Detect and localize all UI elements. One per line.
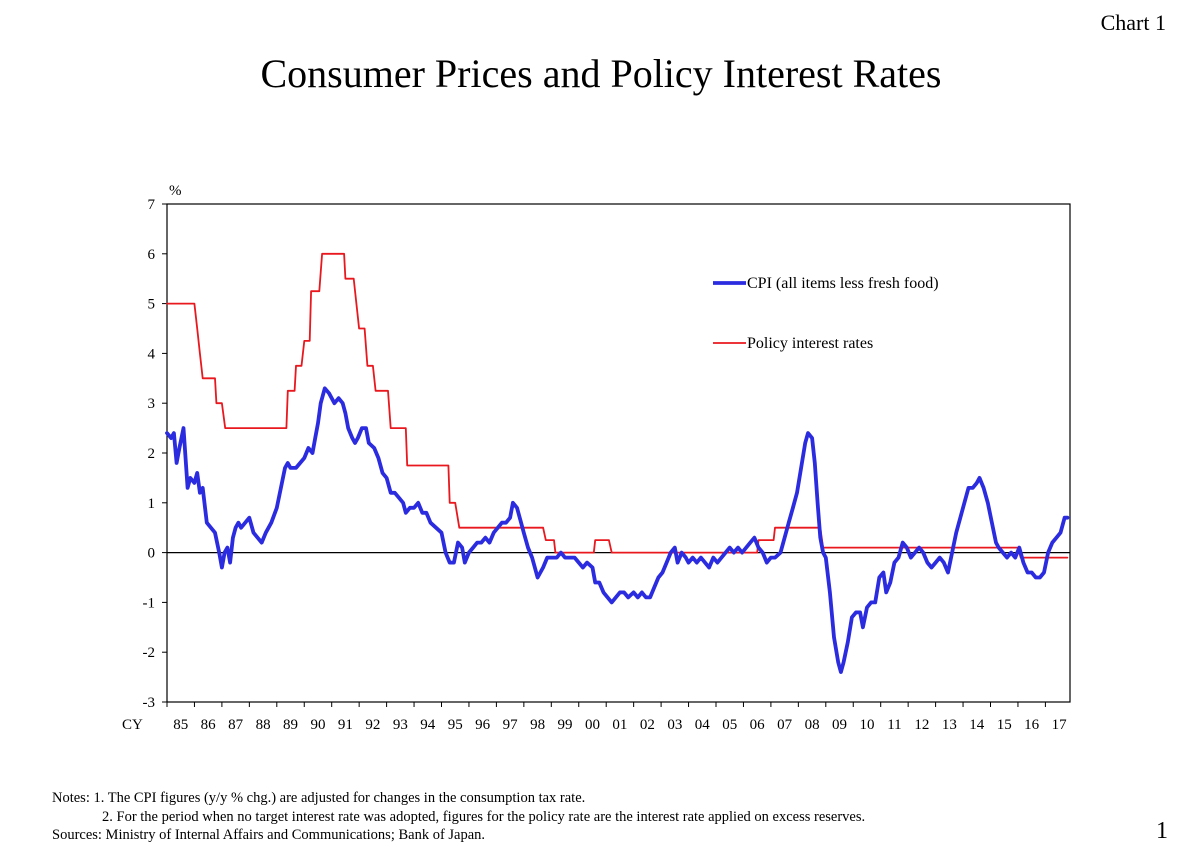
chart-number-label: Chart 1 [1100,10,1166,35]
x-tick-label: 17 [1052,717,1068,733]
y-tick-label: -3 [143,695,156,711]
y-tick-label: 2 [148,446,156,462]
policy-rate-series-line [166,252,1069,559]
x-axis-ticks: CY 85 86 87 88 89 90 91 92 93 94 95 96 97 98 99 00 01 02 03… [122,702,1067,733]
x-tick-label: 86 [201,717,217,733]
x-tick-label: 94 [420,717,436,733]
x-tick-label: 98 [530,717,545,733]
x-tick-label: 87 [228,717,244,733]
x-tick-label: 05 [722,717,737,733]
x-axis-prefix: CY [122,717,143,733]
sources-note: Sources: Ministry of Internal Affairs an… [52,827,486,843]
legend-label: Policy interest rates [747,335,873,352]
x-tick-label: 07 [777,717,793,733]
legend-label: CPI (all items less fresh food) [747,275,939,292]
y-tick-label: 3 [148,396,156,412]
x-tick-label: 04 [695,717,711,733]
y-tick-label: 0 [148,546,156,562]
chart-title: Consumer Prices and Policy Interest Rate… [260,51,942,96]
legend: CPI (all items less fresh food) Policy in… [713,275,939,352]
x-tick-label: 93 [393,717,408,733]
x-tick-label: 10 [859,717,874,733]
y-tick-label: 1 [148,496,156,512]
x-tick-label: 11 [887,717,901,733]
x-tick-label: 99 [558,717,573,733]
note-1: Notes: 1. The CPI figures (y/y % chg.) a… [52,790,586,806]
y-tick-label: 6 [148,247,156,263]
y-tick-label: 7 [148,197,156,213]
y-tick-label: 5 [148,297,156,313]
series-group [165,252,1070,674]
y-tick-label: 4 [148,346,156,362]
x-tick-label: 92 [365,717,380,733]
cpi-series-line [165,386,1070,674]
x-tick-label: 02 [640,717,655,733]
x-tick-label: 95 [448,717,463,733]
x-tick-label: 12 [914,717,929,733]
x-tick-label: 15 [997,717,1012,733]
note-2: 2. For the period when no target interes… [102,808,866,825]
x-tick-label: 90 [310,717,325,733]
x-tick-label: 96 [475,717,491,733]
y-axis-ticks: 7 6 5 4 3 2 1 0 -1 -2 -3 [143,197,167,711]
x-tick-label: 14 [969,717,985,733]
notes-block: Notes: 1. The CPI figures (y/y % chg.) a… [52,789,865,845]
x-tick-label: 01 [612,717,627,733]
x-tick-label: 85 [173,717,188,733]
y-axis-label: % [169,183,182,199]
x-tick-label: 09 [832,717,847,733]
x-tick-label: 08 [805,717,820,733]
x-tick-label: 03 [667,717,682,733]
x-tick-label: 91 [338,717,353,733]
page-number: 1 [1156,818,1168,844]
x-tick-label: 89 [283,717,298,733]
y-tick-label: -2 [143,645,156,661]
plot-area: % [166,183,1071,703]
x-tick-label: 16 [1024,717,1040,733]
x-tick-label: 13 [942,717,957,733]
y-tick-label: -1 [143,595,156,611]
x-tick-label: 06 [750,717,766,733]
x-tick-label: 88 [256,717,271,733]
x-tick-label: 00 [585,717,600,733]
x-tick-label: 97 [503,717,519,733]
